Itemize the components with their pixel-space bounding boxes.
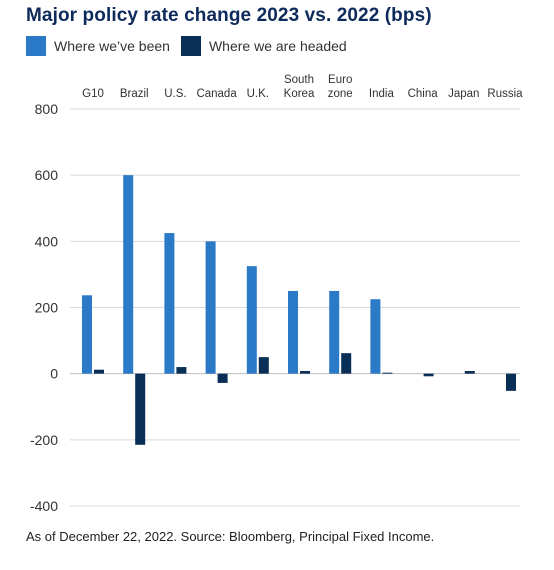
bar-series-1 (205, 241, 216, 374)
y-tick-label: 0 (50, 366, 58, 382)
chart-title: Major policy rate change 2023 vs. 2022 (… (26, 5, 432, 26)
bar-series-2 (464, 371, 475, 374)
category-label-line: Euro (328, 74, 352, 86)
category-label-line: Japan (448, 88, 479, 100)
y-tick-label: 600 (35, 167, 59, 183)
bar-series-1 (164, 233, 175, 374)
category-label: Russia (487, 88, 523, 100)
category-label: U.S. (164, 88, 186, 100)
category-label-line: zone (328, 88, 353, 100)
bar-series-2 (506, 373, 516, 391)
category-label-line: Russia (487, 88, 523, 100)
category-label-line: U.S. (164, 88, 186, 100)
category-label: India (369, 88, 395, 100)
category-label-line: U.K. (247, 88, 269, 100)
bar-series-2 (341, 353, 352, 374)
y-tick-label: 200 (35, 300, 59, 316)
category-label: China (408, 88, 439, 100)
bar-series-1 (329, 290, 340, 374)
legend-item-where-weve-been: Where we’ve been (26, 36, 170, 56)
category-labels: G10 Brazil U.S. Canada U.K. South Korea Euro zon… (82, 74, 523, 100)
category-label: South Korea (284, 74, 315, 100)
category-label: Euro zone (328, 74, 353, 100)
bar-series-1 (246, 266, 257, 374)
category-label: Japan (448, 88, 479, 100)
category-label-line: South (284, 74, 314, 86)
category-label-line: Canada (196, 88, 237, 100)
category-label-line: China (408, 88, 439, 100)
bar-series-1 (82, 295, 92, 374)
legend-swatch-where-weve-been (26, 36, 46, 56)
bar-series-2 (423, 373, 434, 377)
y-tick-label: -400 (30, 498, 58, 514)
bars (82, 175, 516, 445)
y-tick-label: 800 (35, 101, 59, 117)
bar-series-1 (370, 299, 381, 374)
category-label-line: Korea (284, 88, 315, 100)
category-label-line: Brazil (120, 88, 149, 100)
category-label: Brazil (120, 88, 149, 100)
category-label-line: G10 (82, 88, 104, 100)
bar-series-2 (135, 373, 146, 445)
chart-legend: Where we’ve been Where we are headed (26, 36, 358, 56)
bar-series-1 (123, 175, 134, 374)
bar-series-2 (176, 367, 187, 374)
legend-label-where-weve-been: Where we’ve been (54, 38, 170, 54)
legend-swatch-where-we-are-headed (180, 36, 201, 56)
bar-series-2 (382, 372, 393, 374)
y-axis-labels: 800 600 400 200 0 -200 -400 (30, 101, 58, 514)
bar-series-2 (94, 369, 104, 374)
source-footnote: As of December 22, 2022. Source: Bloombe… (26, 529, 435, 544)
y-tick-label: -200 (30, 432, 58, 448)
legend-item-where-we-are-headed: Where we are headed (180, 36, 347, 56)
category-label: U.K. (247, 88, 269, 100)
category-label-line: India (369, 88, 395, 100)
bar-series-2 (258, 357, 269, 374)
y-tick-label: 400 (35, 233, 59, 249)
bar-series-2 (300, 371, 310, 374)
category-label: Canada (196, 88, 237, 100)
legend-label-where-we-are-headed: Where we are headed (208, 38, 347, 54)
bar-series-2 (217, 373, 228, 383)
bar-series-1 (288, 290, 298, 374)
category-label: G10 (82, 88, 104, 100)
